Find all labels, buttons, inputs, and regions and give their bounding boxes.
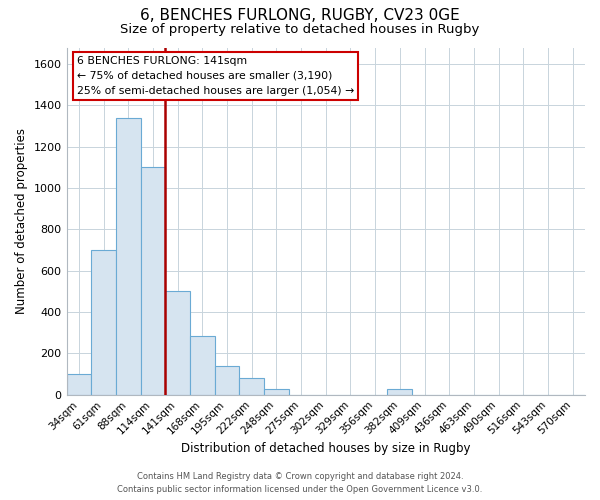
X-axis label: Distribution of detached houses by size in Rugby: Distribution of detached houses by size … [181, 442, 470, 455]
Bar [140, 168, 165, 394]
Bar [116, 118, 140, 394]
Bar [190, 336, 215, 394]
Text: 6 BENCHES FURLONG: 141sqm
← 75% of detached houses are smaller (3,190)
25% of se: 6 BENCHES FURLONG: 141sqm ← 75% of detac… [77, 56, 354, 96]
Text: Size of property relative to detached houses in Rugby: Size of property relative to detached ho… [121, 22, 479, 36]
Bar [388, 388, 412, 394]
Text: Contains HM Land Registry data © Crown copyright and database right 2024.
Contai: Contains HM Land Registry data © Crown c… [118, 472, 482, 494]
Bar [165, 292, 190, 395]
Y-axis label: Number of detached properties: Number of detached properties [15, 128, 28, 314]
Bar [215, 366, 239, 394]
Text: 6, BENCHES FURLONG, RUGBY, CV23 0GE: 6, BENCHES FURLONG, RUGBY, CV23 0GE [140, 8, 460, 22]
Bar [264, 388, 289, 394]
Bar [91, 250, 116, 394]
Bar [239, 378, 264, 394]
Bar [67, 374, 91, 394]
